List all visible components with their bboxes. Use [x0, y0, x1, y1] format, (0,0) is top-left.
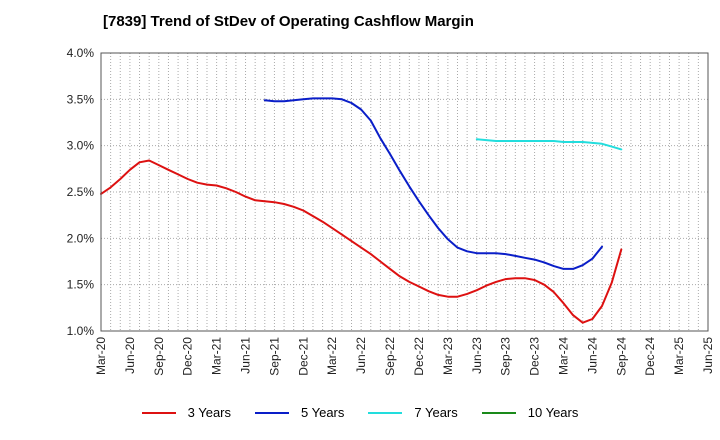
- x-tick-label: Mar-23: [441, 337, 455, 375]
- x-axis: Mar-20 Jun-20 Sep-20 Dec-20 Mar-21 Jun-21 Sep-…: [94, 337, 715, 376]
- x-tick-label: Sep-21: [267, 337, 281, 376]
- x-tick-label: Jun-21: [239, 337, 253, 374]
- y-tick-label: 2.5%: [67, 185, 95, 199]
- series-line-5-years: [263, 97, 603, 270]
- legend-swatch: [141, 411, 176, 414]
- x-tick-label: Dec-23: [528, 337, 542, 376]
- legend-swatch: [255, 411, 289, 414]
- plot-frame: [100, 52, 709, 332]
- legend-label: 7 Years: [414, 405, 458, 420]
- x-tick-label: Sep-20: [152, 337, 166, 376]
- x-tick-label: Mar-22: [325, 337, 339, 375]
- legend-label: 10 Years: [527, 405, 579, 420]
- legend-label: 3 Years: [187, 405, 231, 420]
- x-tick-label: Sep-22: [383, 337, 397, 376]
- y-tick-label: 2.0%: [67, 231, 95, 245]
- x-tick-label: Dec-22: [412, 337, 426, 376]
- x-tick-label: Mar-24: [556, 337, 570, 375]
- x-tick-label: Sep-24: [614, 337, 628, 376]
- chart-title: [7839] Trend of StDev of Operating Cashf…: [103, 13, 474, 30]
- x-tick-label: Mar-21: [210, 337, 224, 375]
- x-tick-label: Dec-24: [643, 337, 657, 376]
- legend-item: 3 Years: [141, 405, 231, 420]
- legend-item: 7 Years: [368, 405, 458, 420]
- x-tick-label: Dec-21: [296, 337, 310, 376]
- y-tick-label: 3.5%: [67, 92, 95, 106]
- series-lines: [100, 97, 623, 324]
- y-axis: 1.0% 1.5% 2.0% 2.5% 3.0% 3.5% 4.0%: [67, 46, 95, 338]
- x-tick-label: Mar-20: [94, 337, 108, 375]
- y-tick-label: 1.5%: [67, 278, 95, 292]
- legend-label: 5 Years: [301, 405, 345, 420]
- grid: [101, 53, 708, 331]
- x-tick-label: Jun-22: [354, 337, 368, 374]
- legend-swatch: [368, 411, 403, 414]
- x-tick-label: Mar-25: [672, 337, 686, 375]
- x-tick-label: Jun-23: [470, 337, 484, 374]
- x-tick-label: Jun-25: [701, 337, 715, 374]
- legend-swatch: [481, 411, 516, 414]
- legend: 3 Years 5 Years 7 Years 10 Years: [0, 405, 720, 420]
- legend-item: 5 Years: [255, 405, 344, 420]
- y-tick-label: 3.0%: [67, 139, 95, 153]
- x-tick-label: Jun-20: [123, 337, 137, 374]
- legend-item: 10 Years: [481, 405, 579, 420]
- y-tick-label: 4.0%: [67, 46, 95, 60]
- x-tick-label: Dec-20: [181, 337, 195, 376]
- series-line-7-years: [475, 138, 623, 151]
- y-tick-label: 1.0%: [67, 324, 95, 338]
- x-tick-label: Sep-23: [499, 337, 513, 376]
- x-tick-label: Jun-24: [585, 337, 599, 374]
- series-line-3-years: [100, 159, 623, 324]
